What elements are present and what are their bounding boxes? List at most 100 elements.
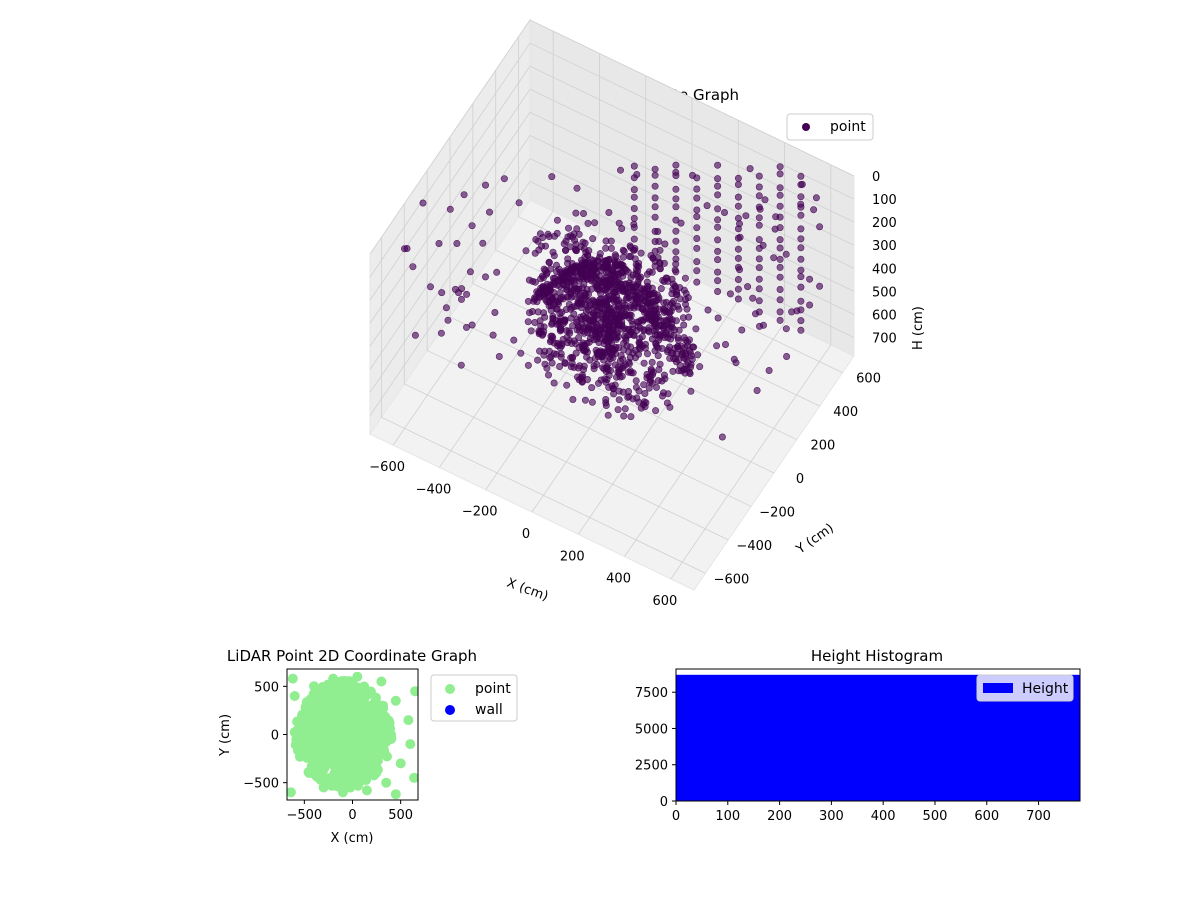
z-tick-label-3d: 600 — [872, 308, 897, 323]
data-point-2d — [347, 719, 358, 730]
data-point-3d — [816, 282, 824, 290]
data-point-3d — [595, 338, 603, 346]
data-point-2d — [344, 676, 355, 687]
data-point-2d — [386, 729, 396, 740]
data-point-3d — [714, 287, 722, 295]
data-point-3d — [672, 237, 680, 245]
data-point-3d — [569, 395, 577, 403]
x-gridline-3d — [392, 31, 554, 446]
chart-title-2d: LiDAR Point 2D Coordinate Graph — [227, 647, 477, 665]
data-point-3d — [510, 336, 518, 344]
data-point-3d — [666, 314, 674, 322]
data-point-3d — [662, 274, 670, 282]
data-point-3d — [568, 353, 576, 361]
data-point-3d — [541, 347, 549, 355]
data-point-2d — [320, 739, 331, 750]
data-point-3d — [797, 193, 805, 201]
data-point-3d — [742, 212, 750, 220]
data-point-3d — [630, 223, 638, 231]
data-point-3d — [419, 199, 427, 207]
data-point-3d — [409, 263, 417, 271]
data-point-3d — [553, 216, 561, 224]
data-point-3d — [636, 290, 644, 298]
data-point-3d — [578, 377, 586, 385]
data-point-3d — [569, 322, 577, 330]
data-point-3d — [776, 244, 784, 252]
data-point-3d — [676, 284, 684, 292]
data-point-3d — [532, 236, 540, 244]
y-axis-label-2d: Y (cm) — [218, 714, 233, 757]
data-point-3d — [746, 165, 754, 173]
data-point-3d — [755, 214, 763, 222]
data-point-3d — [655, 365, 663, 373]
x-tick-label-hist: 500 — [923, 809, 948, 824]
data-point-3d — [755, 192, 763, 200]
data-point-3d — [613, 334, 621, 342]
data-point-3d — [524, 318, 532, 326]
z-tick-label-3d: 200 — [872, 216, 897, 231]
y-tick-label-3d: 200 — [810, 439, 835, 454]
data-point-3d — [738, 326, 746, 334]
data-point-3d — [734, 254, 742, 262]
data-point-3d — [665, 308, 673, 316]
x-tick-label-hist: 700 — [1026, 809, 1051, 824]
data-point-2d — [304, 724, 315, 735]
data-point-3d — [751, 310, 759, 318]
data-point-3d — [524, 361, 532, 369]
data-point-3d — [651, 194, 659, 202]
data-point-3d — [693, 235, 701, 243]
data-point-3d — [693, 194, 701, 202]
data-point-3d — [632, 299, 640, 307]
histogram-ticks: 0 100 200 300 400 500 600 700 0 2500 5000 7500 — [635, 686, 1051, 824]
data-point-3d — [674, 343, 682, 351]
data-point-3d — [652, 340, 660, 348]
data-point-3d — [549, 334, 557, 342]
data-point-3d — [563, 381, 571, 389]
data-point-3d — [589, 235, 597, 243]
data-point-3d — [652, 305, 660, 313]
data-point-3d — [755, 275, 763, 283]
data-point-3d — [493, 268, 501, 276]
data-point-3d — [714, 223, 722, 231]
data-point-3d — [734, 181, 742, 189]
data-point-3d — [669, 303, 677, 311]
data-point-3d — [776, 273, 784, 281]
data-point-3d — [543, 364, 551, 372]
data-point-3d — [672, 227, 680, 235]
z-tick-label-3d: 0 — [872, 170, 880, 185]
data-point-3d — [693, 213, 701, 221]
data-point-3d — [558, 293, 566, 301]
data-point-3d — [734, 174, 742, 182]
legend-label-point-2d: point — [475, 681, 511, 697]
data-point-3d — [579, 210, 587, 218]
data-point-2d — [317, 718, 328, 729]
data-point-3d — [669, 286, 677, 294]
data-point-3d — [734, 202, 742, 210]
data-point-3d — [563, 327, 571, 335]
y-tick-label-2d: 0 — [271, 729, 279, 744]
legend-3d: point — [786, 113, 874, 141]
data-point-3d — [453, 240, 461, 248]
data-point-3d — [556, 282, 564, 290]
z-axis-label-3d: H (cm) — [911, 306, 926, 350]
data-point-3d — [649, 371, 657, 379]
legend-histogram: Height — [976, 674, 1074, 702]
data-point-3d — [648, 268, 656, 276]
data-point-3d — [692, 325, 700, 333]
data-point-3d — [636, 339, 644, 347]
data-point-3d — [575, 334, 583, 342]
data-point-3d — [616, 357, 624, 365]
histogram-axes-frame — [675, 668, 1081, 802]
data-point-3d — [586, 334, 594, 342]
data-point-3d — [548, 173, 556, 181]
histogram-panel: Height Histogram 0 100 200 300 400 500 600 7000… — [635, 647, 1081, 824]
legend-label-height: Height — [1022, 681, 1069, 697]
data-point-2d — [354, 776, 365, 787]
data-point-3d — [556, 340, 564, 348]
data-point-2d — [303, 749, 314, 760]
y-tick-label-2d: −500 — [243, 777, 279, 792]
x-tick-label-3d: 0 — [522, 527, 530, 542]
2d-scatter-panel: LiDAR Point 2D Coordinate Graph −500 0 500… — [218, 647, 518, 846]
data-point-3d — [672, 216, 680, 224]
data-point-3d — [651, 238, 659, 246]
